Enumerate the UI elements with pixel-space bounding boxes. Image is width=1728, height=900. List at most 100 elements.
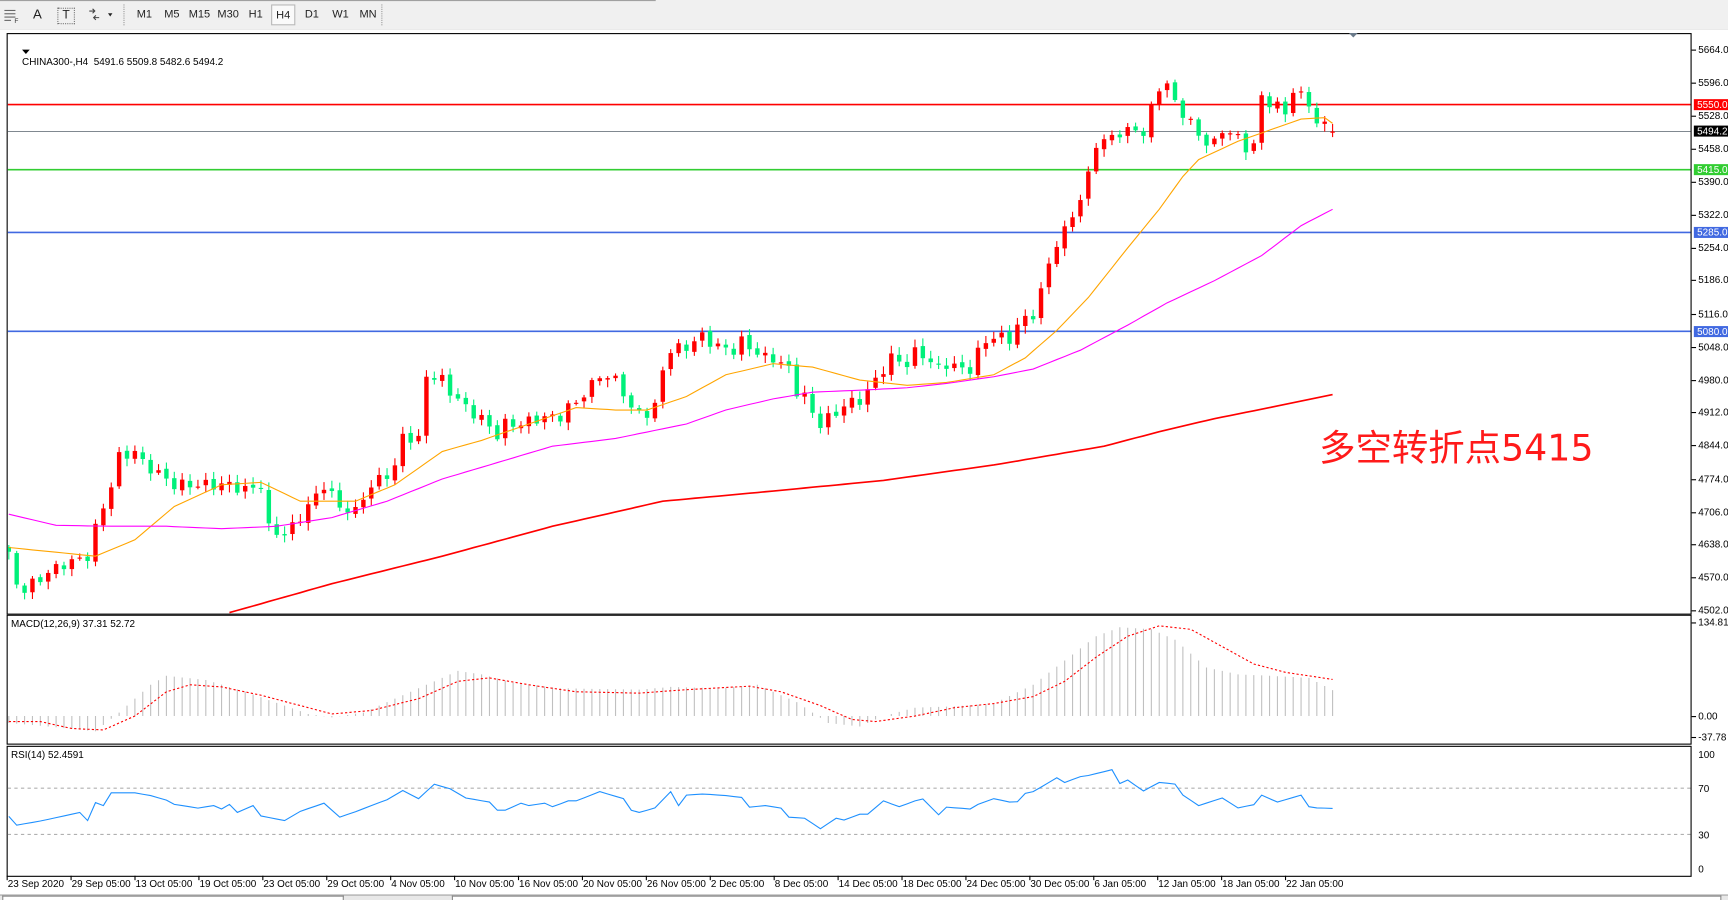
candle: [1093, 142, 1099, 175]
candle-body: [589, 380, 595, 397]
rsi-pane[interactable]: [6, 745, 1692, 877]
timeframe-button-d1[interactable]: D1: [304, 8, 319, 21]
candle-body: [881, 374, 886, 377]
candle-body: [566, 403, 571, 423]
candle: [1259, 91, 1264, 150]
timeframe-button-w1[interactable]: W1: [332, 8, 349, 21]
candle-body: [613, 375, 618, 379]
candle-body: [558, 415, 563, 422]
candle: [1062, 220, 1067, 257]
candle: [944, 357, 949, 377]
candle: [1251, 139, 1256, 154]
timeframe-button-mn[interactable]: MN: [359, 8, 377, 21]
candle-body: [85, 556, 90, 561]
macd-plot: [8, 625, 1334, 732]
candle: [392, 458, 398, 485]
candle: [408, 426, 413, 450]
candle: [235, 474, 240, 496]
chart-tab[interactable]: [451, 895, 1722, 900]
candle-body: [542, 416, 547, 423]
time-axis-tick: [645, 875, 647, 881]
price-plot: [7, 79, 1691, 614]
candle: [376, 467, 382, 490]
macd-axis-tick: [1691, 622, 1697, 624]
candle: [313, 485, 319, 509]
timeframe-button-h4[interactable]: H4: [271, 4, 296, 26]
candle-body: [763, 352, 768, 356]
candle-body: [345, 508, 350, 513]
macd-pane[interactable]: [6, 614, 1692, 745]
price-axis-tick: [1691, 412, 1697, 414]
candle: [179, 473, 185, 496]
candle: [865, 381, 870, 413]
candle-body: [802, 392, 807, 397]
candle-body: [826, 413, 831, 428]
candle: [306, 496, 311, 531]
grid-icon[interactable]: F: [2, 4, 20, 25]
candle: [471, 399, 476, 424]
price-axis-tick: [1691, 280, 1697, 282]
candle-body: [897, 354, 902, 362]
collapse-triangle-icon[interactable]: [22, 47, 31, 56]
candle: [124, 445, 130, 467]
candle: [1038, 282, 1044, 325]
macd-axis-tick: [1691, 736, 1697, 739]
chart-shift-marker-icon[interactable]: [1348, 33, 1358, 38]
candle: [487, 409, 492, 434]
candle: [46, 569, 51, 590]
text-A-icon[interactable]: A: [33, 6, 42, 23]
price-pane[interactable]: [6, 33, 1692, 615]
candle: [353, 499, 358, 518]
candle: [1243, 130, 1249, 161]
candle-body: [747, 335, 752, 350]
candle: [69, 555, 75, 577]
time-axis-tick: [965, 875, 967, 881]
candle-body: [991, 338, 996, 343]
price-axis-tick: [1691, 346, 1697, 348]
candle: [1070, 211, 1075, 232]
candle-body: [109, 487, 114, 509]
candle-body: [755, 348, 760, 355]
candle: [999, 325, 1004, 344]
candle: [93, 519, 98, 567]
timeframe-button-m30[interactable]: M30: [217, 8, 239, 21]
candle: [960, 354, 965, 375]
price-level-label: 5550.0: [1693, 99, 1728, 111]
candle: [573, 400, 579, 406]
text-label-icon[interactable]: T: [57, 7, 75, 25]
rsi-axis-label: 70: [1698, 782, 1710, 794]
candle-body: [510, 419, 516, 427]
candle-body: [636, 408, 642, 410]
timeframe-button-h1[interactable]: H1: [248, 8, 263, 21]
candle-body: [778, 362, 784, 364]
candle: [250, 477, 256, 494]
candle-body: [526, 416, 532, 427]
candle-body: [203, 479, 209, 486]
price-axis-label: 4912.0: [1698, 406, 1728, 418]
candle: [432, 371, 437, 385]
svg-text:F: F: [14, 18, 18, 25]
timeframe-button-m5[interactable]: M5: [164, 8, 180, 21]
time-axis-tick: [1029, 875, 1031, 881]
timeframe-button-m1[interactable]: M1: [136, 8, 153, 21]
candle: [841, 398, 847, 423]
price-axis-tick: [1691, 544, 1697, 546]
candle: [873, 370, 878, 391]
arrows-icon[interactable]: [85, 4, 116, 25]
chart-tab[interactable]: [2, 895, 344, 900]
candle: [109, 482, 114, 517]
candle-body: [841, 406, 847, 416]
candle-body: [1259, 95, 1264, 143]
candle: [1290, 88, 1296, 117]
candle: [912, 339, 918, 369]
candle: [1157, 88, 1162, 111]
candle-body: [447, 374, 453, 396]
candle: [337, 482, 342, 512]
price-axis-tick: [1691, 181, 1697, 183]
candle: [1180, 98, 1186, 126]
candle: [1322, 116, 1327, 132]
candle-body: [219, 483, 224, 491]
candle-body: [692, 341, 697, 352]
timeframe-button-m15[interactable]: M15: [188, 8, 211, 21]
